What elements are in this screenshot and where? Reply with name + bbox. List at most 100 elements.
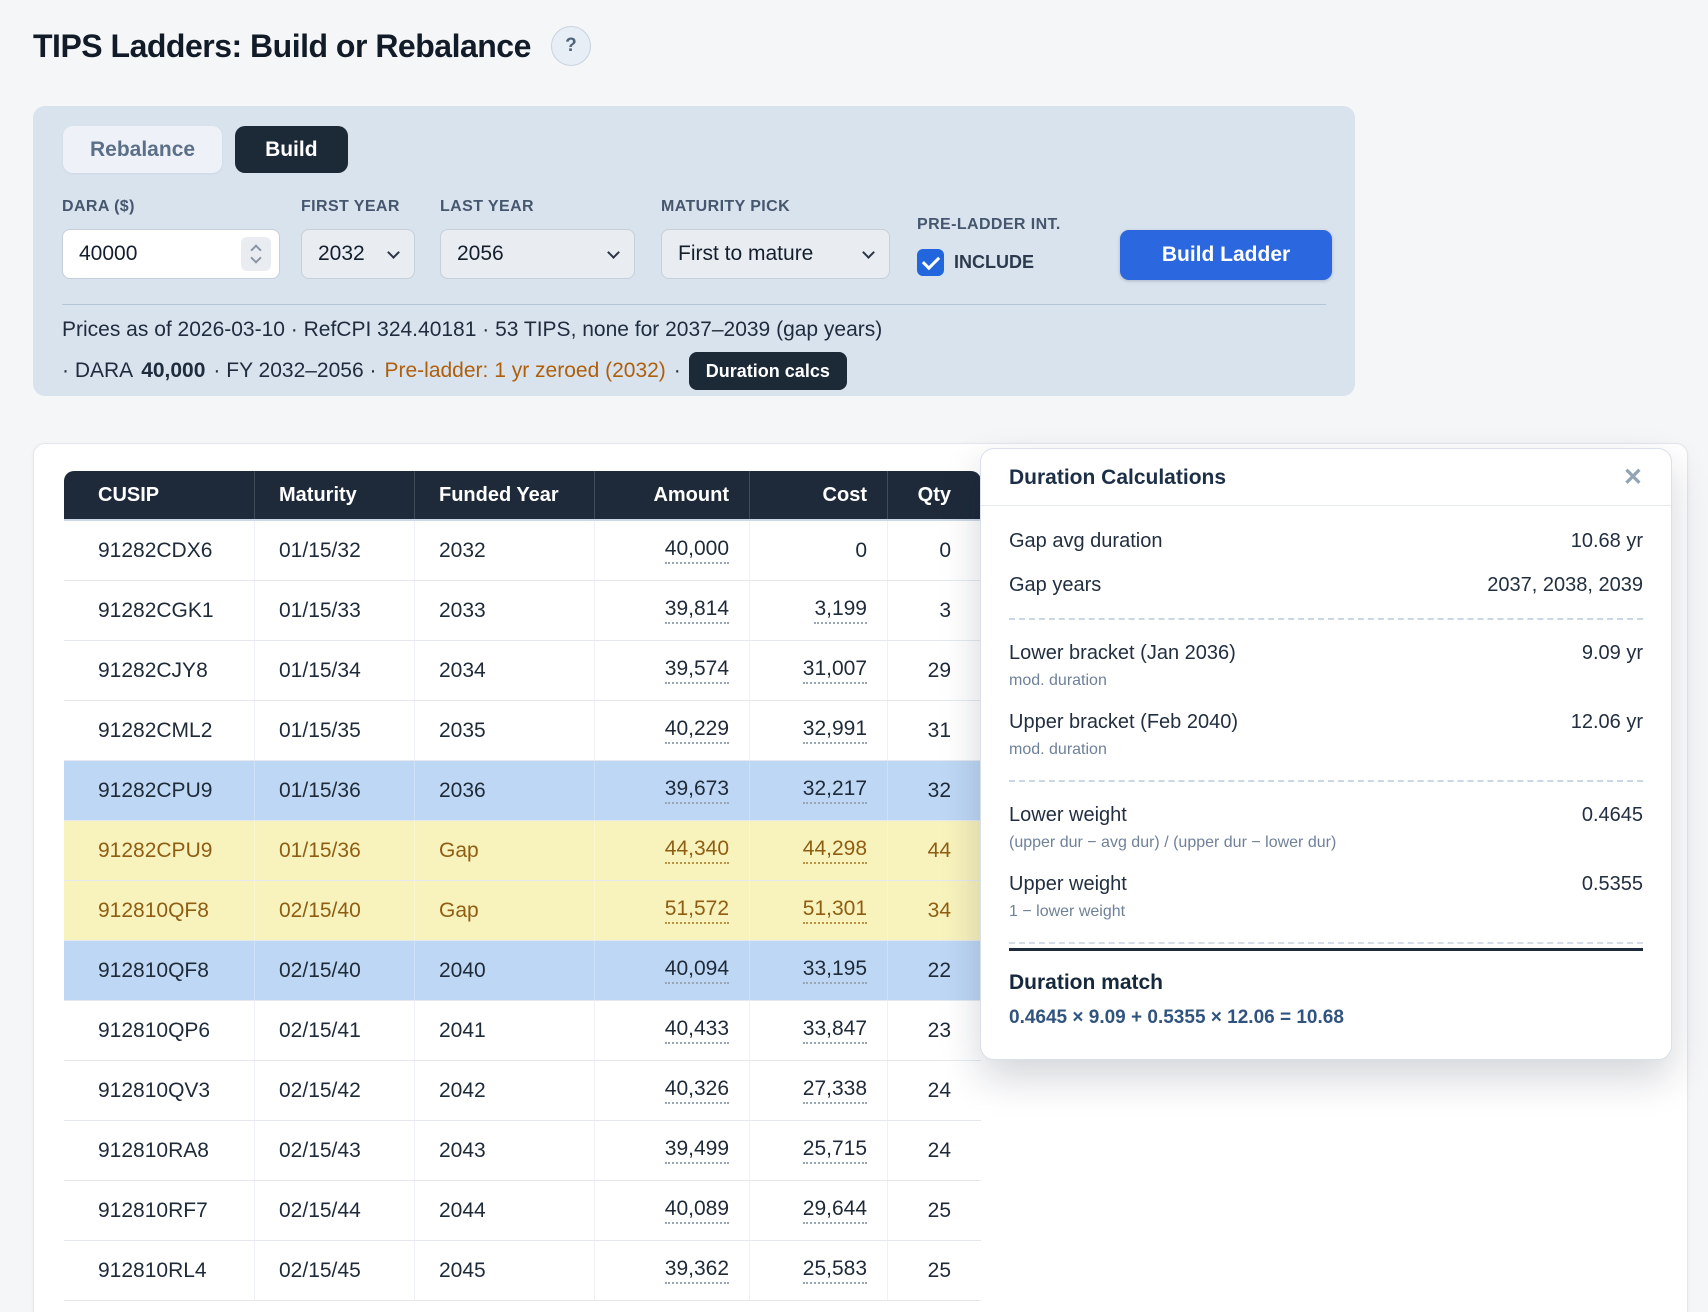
- maturity-pick-select[interactable]: First to mature: [661, 229, 890, 279]
- panel-body: Gap avg duration 10.68 yr Gap years 2037, 2…: [981, 506, 1671, 1059]
- cost-value[interactable]: 29,644: [802, 1197, 867, 1224]
- amount-value[interactable]: 40,433: [664, 1017, 729, 1044]
- status-line-2: · DARA 40,000 · FY 2032–2056 · Pre-ladde…: [62, 352, 847, 390]
- include-checkbox-row[interactable]: INCLUDE: [917, 249, 1061, 276]
- cell-cusip: 91282CJY8: [98, 658, 208, 682]
- help-icon[interactable]: ?: [550, 26, 591, 66]
- cost-value[interactable]: 32,991: [802, 717, 867, 744]
- cost-value[interactable]: 25,715: [802, 1137, 867, 1164]
- panel-row-value: 12.06 yr: [1570, 711, 1643, 733]
- cell-cusip: 91282CPU9: [98, 778, 213, 802]
- cell-cusip: 912810RL4: [98, 1258, 207, 1282]
- status-line-1: Prices as of 2026-03-10 · RefCPI 324.401…: [62, 318, 883, 341]
- cell-maturity: 02/15/40: [254, 881, 414, 940]
- cell-cost: 29,644: [749, 1181, 887, 1240]
- cost-value[interactable]: 3,199: [814, 597, 867, 624]
- cell-cost: 3,199: [749, 581, 887, 640]
- cell-maturity: 01/15/36: [254, 761, 414, 820]
- cell-cost: 27,338: [749, 1061, 887, 1120]
- panel-row: Lower bracket (Jan 2036) mod. duration 9.0…: [1009, 642, 1643, 690]
- cell-qty: 32: [887, 761, 981, 820]
- panel-row: Upper weight 1 − lower weight 0.5355: [1009, 873, 1643, 921]
- stepper-down-icon[interactable]: [250, 252, 262, 264]
- panel-header: Duration Calculations ✕: [981, 449, 1671, 506]
- panel-row-left: Gap years: [1009, 574, 1101, 597]
- column-header-cost: Cost: [749, 471, 887, 519]
- panel-row-label: Gap avg duration: [1009, 530, 1163, 552]
- column-header-amount: Amount: [594, 471, 749, 519]
- dara-input[interactable]: [63, 242, 223, 266]
- tab-rebalance[interactable]: Rebalance: [63, 126, 223, 173]
- amount-value[interactable]: 39,814: [664, 597, 729, 624]
- cell-funded-year: Gap: [414, 821, 594, 880]
- control-panel: Rebalance Build DARA ($) FIRST YEAR 2032…: [33, 106, 1355, 396]
- cell-cost: 32,217: [749, 761, 887, 820]
- amount-value[interactable]: 40,094: [664, 957, 729, 984]
- duration-match-formula: 0.4645 × 9.09 + 0.5355 × 12.06 = 10.68: [1009, 1007, 1344, 1028]
- cost-value[interactable]: 32,217: [802, 777, 867, 804]
- amount-value[interactable]: 44,340: [664, 837, 729, 864]
- dara-label: DARA ($): [62, 198, 135, 215]
- table-row: 912810RL4 02/15/45 2045 39,362 25,583 25: [64, 1241, 981, 1301]
- cost-value[interactable]: 25,583: [802, 1257, 867, 1284]
- cell-funded-year: 2040: [414, 941, 594, 1000]
- cell-cusip: 91282CML2: [98, 718, 213, 742]
- last-year-select[interactable]: 2056: [440, 229, 635, 279]
- amount-value[interactable]: 40,326: [664, 1077, 729, 1104]
- cell-qty: 34: [887, 881, 981, 940]
- cell-cost: 33,195: [749, 941, 887, 1000]
- cost-value[interactable]: 33,847: [802, 1017, 867, 1044]
- page-header: TIPS Ladders: Build or Rebalance ?: [33, 26, 591, 66]
- cell-amount: 40,433: [594, 1001, 749, 1060]
- cell-cost: 31,007: [749, 641, 887, 700]
- cell-funded-year: 2045: [414, 1241, 594, 1300]
- first-year-select[interactable]: 2032: [301, 229, 415, 279]
- table-row: 912810QF8 02/15/40 Gap 51,572 51,301 34: [64, 881, 981, 941]
- amount-value[interactable]: 39,574: [664, 657, 729, 684]
- dara-stepper[interactable]: [241, 237, 271, 271]
- amount-value[interactable]: 40,000: [664, 537, 729, 564]
- maturity-pick-field-group: MATURITY PICK First to mature: [661, 198, 890, 279]
- cost-value[interactable]: 33,195: [802, 957, 867, 984]
- cost-value[interactable]: 44,298: [802, 837, 867, 864]
- table-row: 912810QF8 02/15/40 2040 40,094 33,195 22: [64, 941, 981, 1001]
- status-dara-value: 40,000: [141, 359, 206, 382]
- cell-funded-year: 2036: [414, 761, 594, 820]
- cell-qty: 24: [887, 1061, 981, 1120]
- dashed-divider: [1009, 780, 1643, 782]
- cost-value[interactable]: 31,007: [802, 657, 867, 684]
- panel-row-label: Upper weight: [1009, 873, 1127, 895]
- ladder-table: CUSIP Maturity Funded Year Amount Cost Q…: [64, 471, 981, 1312]
- amount-value[interactable]: 40,089: [664, 1197, 729, 1224]
- amount-value[interactable]: 39,673: [664, 777, 729, 804]
- column-header-cusip: CUSIP: [98, 483, 160, 506]
- panel-row: Gap avg duration 10.68 yr: [1009, 530, 1643, 553]
- close-icon[interactable]: ✕: [1622, 464, 1643, 491]
- column-header-maturity: Maturity: [254, 471, 414, 519]
- amount-value[interactable]: 51,572: [664, 897, 729, 924]
- include-checkbox[interactable]: [917, 249, 944, 276]
- amount-value[interactable]: 40,229: [664, 717, 729, 744]
- table-row: 912810RA8 02/15/43 2043 39,499 25,715 24: [64, 1121, 981, 1181]
- cell-funded-year: 2032: [414, 521, 594, 580]
- cell-funded-year: 2042: [414, 1061, 594, 1120]
- amount-value[interactable]: 39,499: [664, 1137, 729, 1164]
- cell-qty: 22: [887, 941, 981, 1000]
- tab-build[interactable]: Build: [235, 126, 348, 173]
- status-fy-range: · FY 2032–2056 ·: [213, 359, 377, 382]
- duration-calcs-button[interactable]: Duration calcs: [688, 352, 847, 390]
- dashed-divider: [1009, 618, 1643, 620]
- amount-value[interactable]: 39,362: [664, 1257, 729, 1284]
- table-row: 91282CPU9 01/15/36 2036 39,673 32,217 32: [64, 761, 981, 821]
- panel-row: Upper bracket (Feb 2040) mod. duration 12.…: [1009, 711, 1643, 759]
- build-ladder-button[interactable]: Build Ladder: [1120, 230, 1332, 280]
- include-checkbox-label: INCLUDE: [954, 252, 1034, 272]
- cost-value[interactable]: 27,338: [802, 1077, 867, 1104]
- cell-qty: 25: [887, 1181, 981, 1240]
- panel-row-value: 0.5355: [1581, 873, 1643, 895]
- cost-value[interactable]: 51,301: [802, 897, 867, 924]
- cell-qty: 44: [887, 821, 981, 880]
- divider: [62, 304, 1326, 305]
- cell-qty: 0: [887, 521, 981, 580]
- cell-funded-year: 2033: [414, 581, 594, 640]
